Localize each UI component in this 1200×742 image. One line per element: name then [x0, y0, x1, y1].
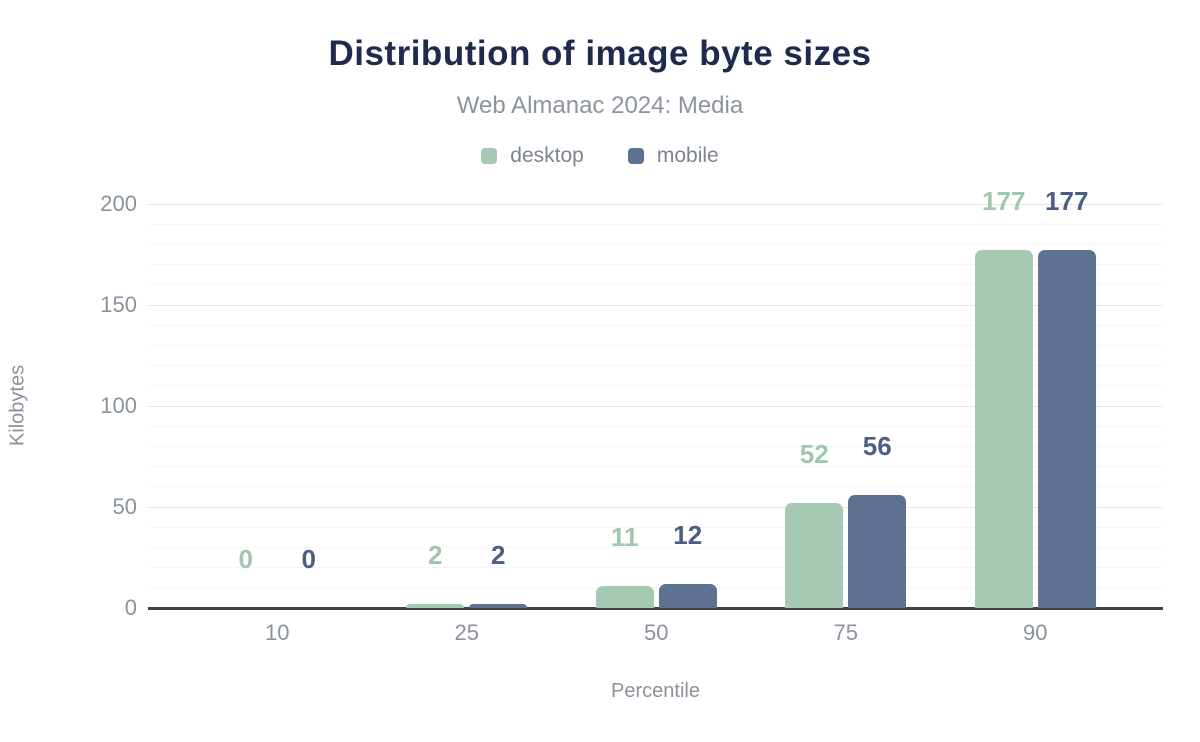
legend-item-desktop[interactable]: desktop [481, 144, 584, 168]
gridline-minor [148, 365, 1163, 367]
data-label-desktop-p75: 52 [799, 438, 829, 469]
gridline-minor [148, 264, 1163, 266]
data-label-mobile-p25: 2 [491, 539, 506, 570]
chart-subtitle: Web Almanac 2024: Media [456, 92, 744, 119]
bar-desktop-p90[interactable] [974, 250, 1033, 608]
legend-swatch-desktop-icon [481, 148, 498, 164]
gridline-minor [148, 284, 1163, 286]
gridline-minor [148, 587, 1163, 589]
plot-area: 0 0 2 2 11 12 52 56 177 177 [148, 188, 1163, 610]
legend-swatch-mobile-icon [627, 148, 644, 164]
gridline-minor [148, 223, 1163, 225]
legend-label-mobile: mobile [656, 144, 719, 167]
data-label-mobile-p50: 12 [673, 519, 703, 550]
x-axis-line [148, 607, 1163, 610]
y-tick-0: 0 [124, 595, 137, 620]
bar-desktop-p25[interactable] [406, 603, 465, 608]
chart-title: Distribution of image byte sizes [328, 34, 872, 73]
gridline-minor [148, 324, 1163, 326]
data-label-mobile-p75: 56 [862, 430, 892, 461]
gridline-minor [148, 466, 1163, 468]
data-label-desktop-p50: 11 [611, 521, 639, 552]
gridline-minor [148, 486, 1163, 488]
x-tick-90: 90 [1023, 620, 1048, 645]
chart-legend: desktop mobile [0, 144, 1200, 168]
gridline-minor [148, 344, 1163, 346]
bar-desktop-p50[interactable] [595, 585, 654, 608]
y-tick-50: 50 [112, 494, 137, 519]
gridline-major [148, 506, 1163, 508]
gridline-minor [148, 425, 1163, 427]
bar-mobile-p90[interactable] [1037, 250, 1096, 608]
gridline-major [148, 203, 1163, 205]
y-tick-100: 100 [100, 393, 137, 418]
data-label-desktop-p25: 2 [428, 539, 443, 570]
gridline-minor [148, 546, 1163, 548]
x-tick-50: 50 [644, 620, 669, 645]
data-label-mobile-p10: 0 [301, 544, 316, 574]
y-axis-title: Kilobytes [6, 364, 29, 447]
data-label-desktop-p90: 177 [982, 186, 1026, 217]
x-tick-25: 25 [454, 620, 479, 645]
bar-mobile-p25[interactable] [469, 603, 528, 608]
gridline-minor [148, 385, 1163, 387]
x-tick-75: 75 [833, 620, 858, 645]
bar-mobile-p75[interactable] [848, 494, 907, 608]
gridline-major [148, 405, 1163, 407]
gridline-minor [148, 243, 1163, 245]
gridline-minor [148, 445, 1163, 447]
bar-desktop-p75[interactable] [785, 502, 844, 608]
bar-mobile-p50[interactable] [658, 583, 717, 608]
y-tick-150: 150 [100, 292, 137, 317]
data-label-desktop-p10: 0 [238, 544, 253, 574]
gridline-major [148, 304, 1163, 306]
gridline-minor [148, 526, 1163, 528]
gridline-minor [148, 567, 1163, 569]
x-tick-10: 10 [265, 620, 290, 645]
data-label-mobile-p90: 177 [1045, 186, 1089, 217]
x-axis-title: Percentile [611, 680, 700, 702]
legend-label-desktop: desktop [510, 144, 584, 167]
y-tick-200: 200 [100, 191, 137, 216]
legend-item-mobile[interactable]: mobile [627, 144, 719, 168]
